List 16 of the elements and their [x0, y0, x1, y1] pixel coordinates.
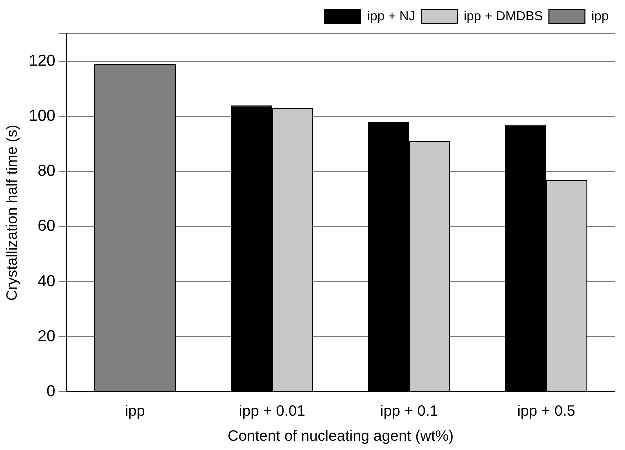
y-tick-label: 20 — [38, 328, 56, 346]
x-tick-label: ipp + 0.5 — [517, 403, 576, 420]
x-tick-label: ipp + 0.1 — [380, 403, 438, 420]
legend-label: ipp + NJ — [367, 8, 416, 24]
legend-label: ipp + DMDBS — [464, 8, 544, 24]
legend-label: ipp — [592, 8, 610, 24]
y-tick-label: 100 — [28, 108, 56, 126]
x-tick-label: ipp — [125, 403, 146, 420]
x-axis-title: Content of nucleating agent (wt%) — [228, 428, 454, 446]
y-tick-label: 60 — [38, 218, 56, 236]
x-tick-label: ipp + 0.01 — [239, 403, 306, 420]
y-axis-title: Crystallization half time (s) — [4, 125, 22, 301]
y-tick-label: 120 — [28, 52, 56, 70]
y-tick-label: 40 — [38, 273, 56, 290]
y-tick-label: 80 — [38, 163, 56, 180]
y-tick-label: 0 — [46, 383, 56, 400]
